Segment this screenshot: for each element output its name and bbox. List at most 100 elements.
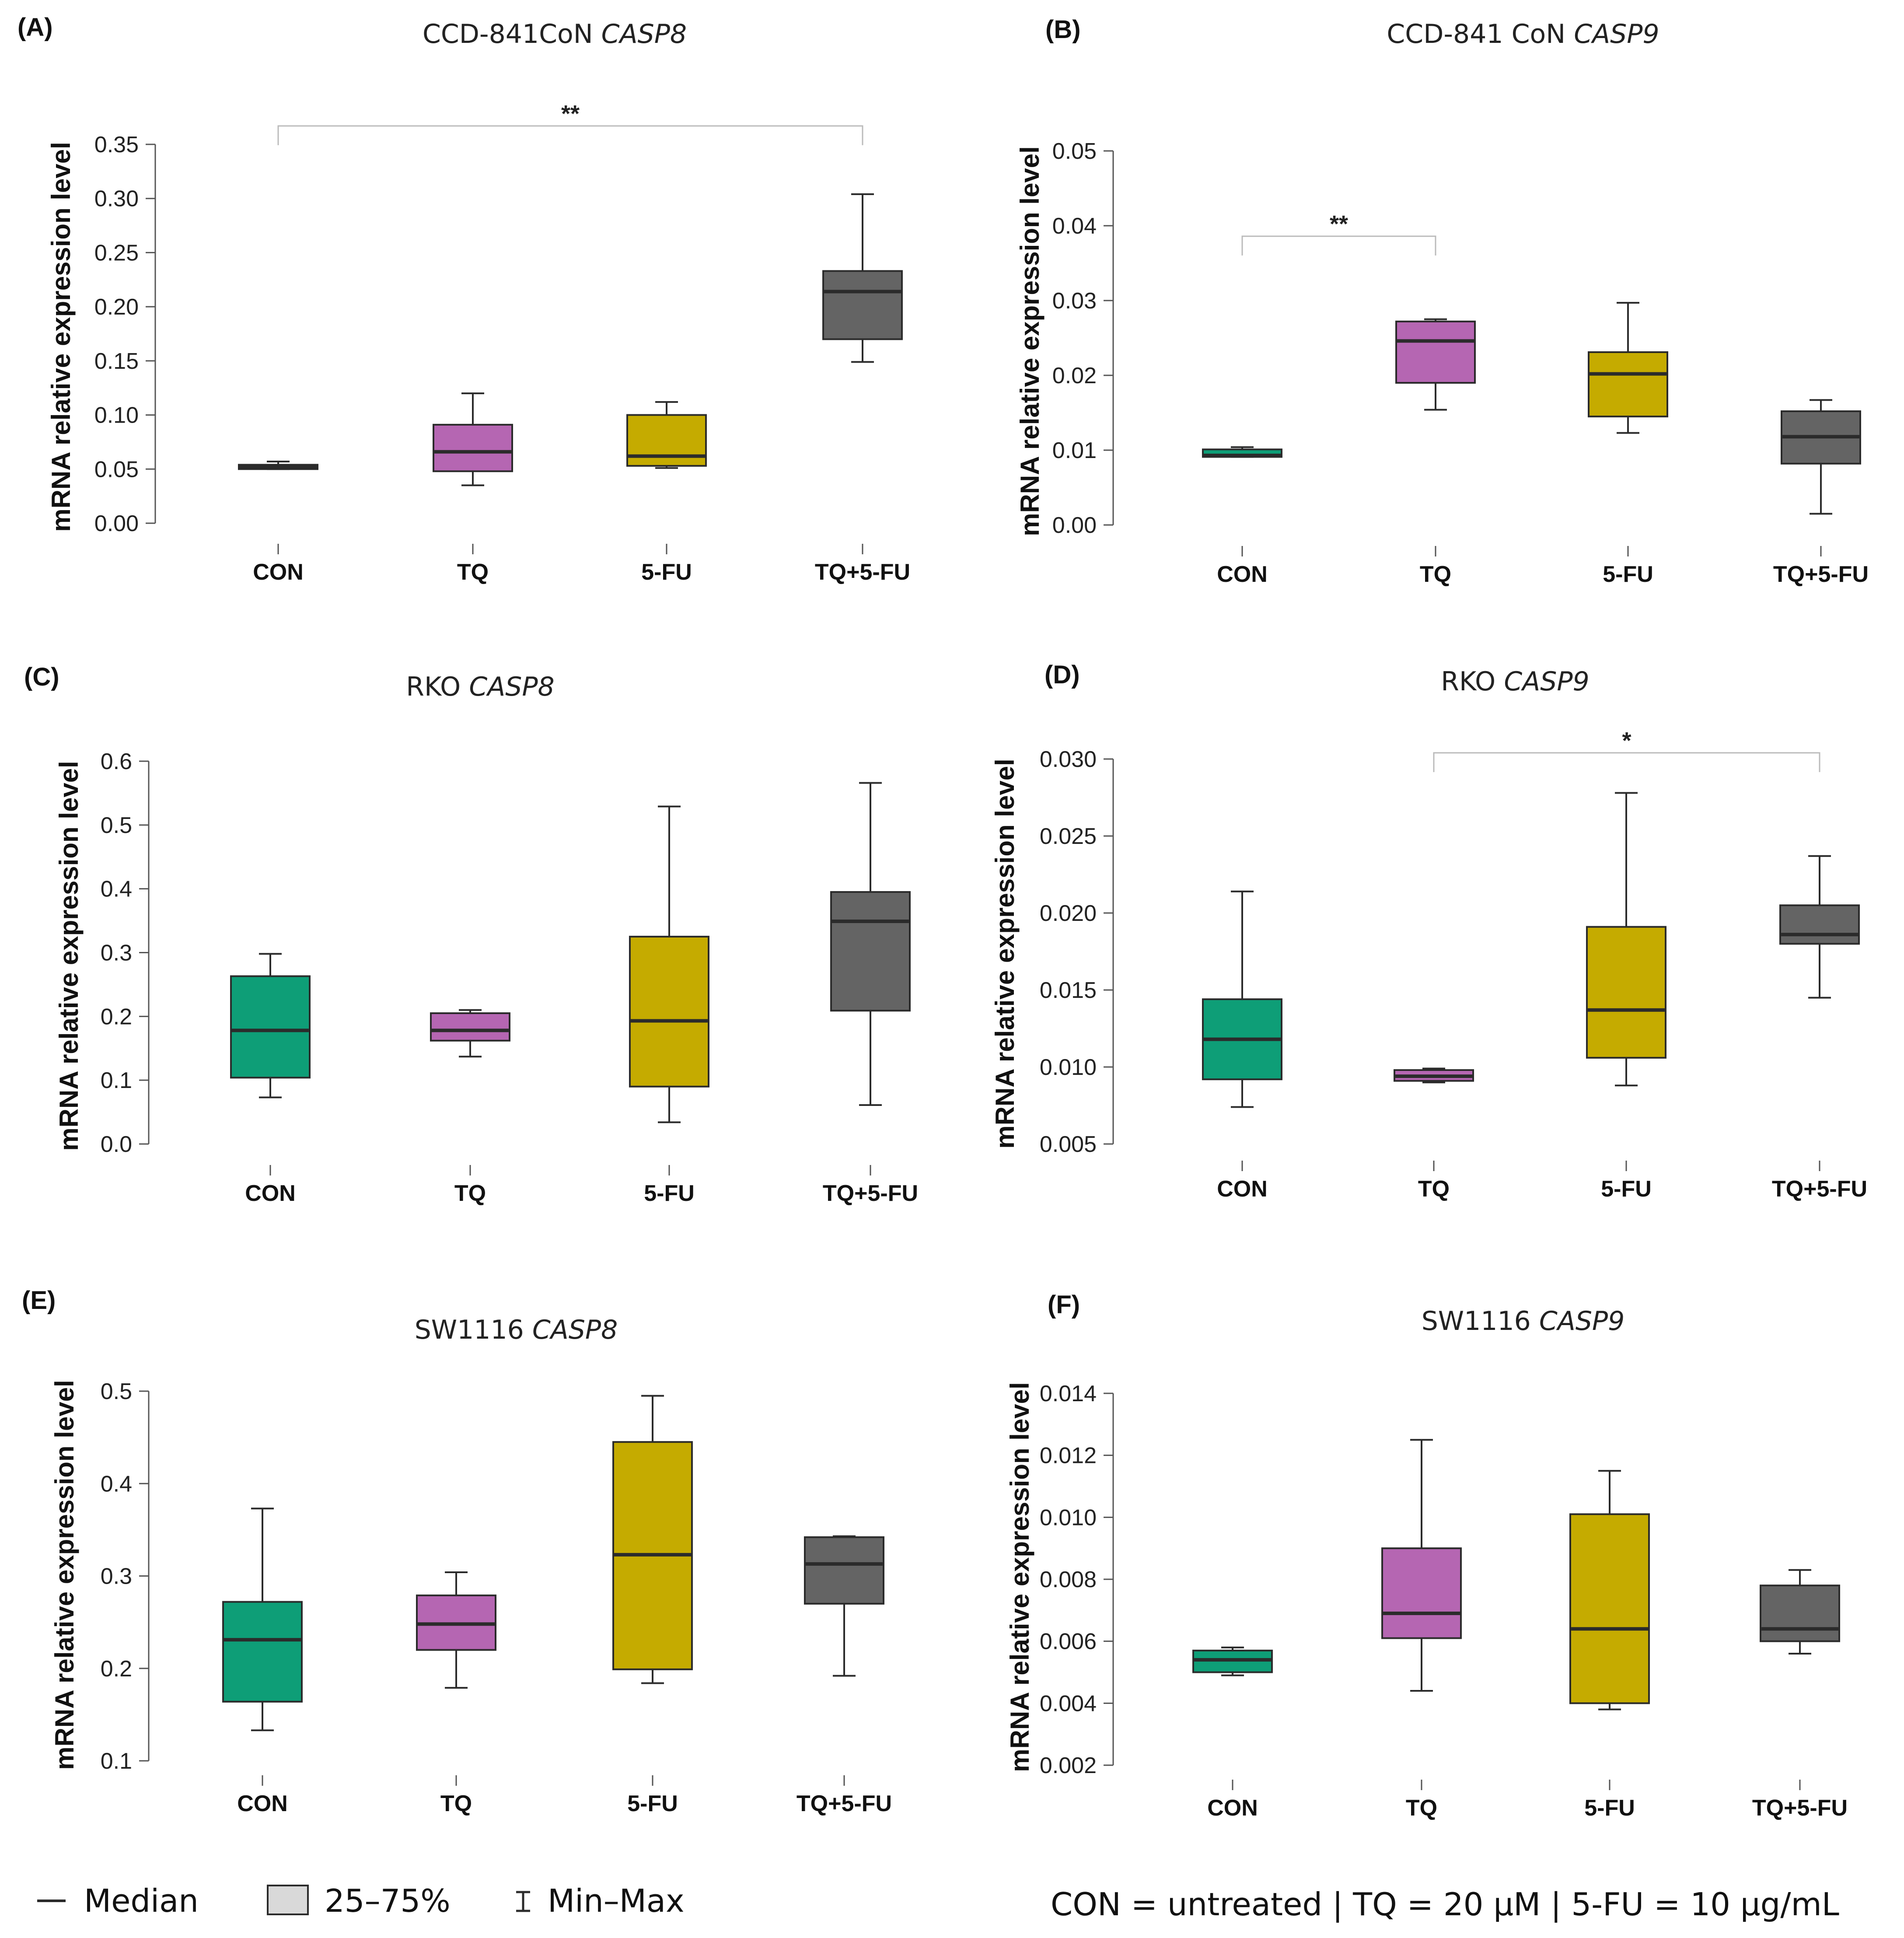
x-category-label: CON — [1217, 1176, 1268, 1202]
panel-label: (F) — [1048, 1291, 1080, 1319]
panels: (A) CCD-841CoN CASP8 0.00 0.05 0.10 0.15 0.20 0… — [17, 13, 1869, 1821]
y-tick-label: 0.03 — [1052, 288, 1097, 314]
y-tick-label: 0.15 — [94, 349, 139, 374]
box-tq-plus-5-fu — [830, 782, 911, 1106]
legend-whisker-symbol — [516, 1891, 530, 1912]
x-category-label: CON — [1207, 1795, 1258, 1821]
box-tq-plus-5-fu — [1760, 1569, 1840, 1655]
y-tick-label: 0.5 — [101, 1379, 132, 1404]
box-5-fu — [1588, 302, 1668, 434]
x-category-label: 5-FU — [1603, 562, 1653, 587]
y-tick-label: 0.012 — [1040, 1443, 1097, 1469]
bracket-line — [1241, 235, 1436, 255]
box-con — [1202, 890, 1282, 1108]
box-tq-plus-5-fu — [1779, 855, 1860, 999]
panel-a: (A) CCD-841CoN CASP8 0.00 0.05 0.10 0.15 0.20 0… — [17, 13, 910, 585]
box-iqr — [1586, 926, 1666, 1059]
y-tick-label: 0.20 — [94, 294, 139, 320]
box-con — [1202, 446, 1282, 458]
box-tq — [430, 1009, 510, 1058]
panel-d: (D) RKO CASP9 0.005 0.010 0.015 0.020 0.025 0.0… — [990, 661, 1867, 1202]
legend: Median 25–75% Min–Max — [37, 1882, 685, 1919]
box-con — [230, 953, 311, 1098]
panel-c: (C) RKO CASP8 0.0 0.1 0.2 0.3 0.4 0.5 0.6 mRNA re… — [24, 663, 918, 1206]
y-tick-label: 0.4 — [101, 877, 132, 902]
chart-title: SW1116 CASP8 — [415, 1315, 618, 1345]
box-5-fu — [626, 401, 707, 469]
box-5-fu — [1569, 1470, 1650, 1711]
y-tick-label: 0.010 — [1040, 1505, 1097, 1530]
y-axis-label: mRNA relative expression level — [1015, 146, 1045, 536]
panel-label: (E) — [22, 1286, 56, 1315]
footer-note: CON = untreated | TQ = 20 μM | 5-FU = 10… — [1051, 1886, 1839, 1923]
box-tq — [1395, 318, 1476, 411]
y-tick-label: 0.1 — [101, 1068, 132, 1093]
box-iqr — [1779, 904, 1860, 945]
y-tick-label: 0.4 — [101, 1471, 132, 1497]
y-tick-label: 0.35 — [94, 132, 139, 157]
x-category-label: 5-FU — [1601, 1176, 1652, 1202]
x-category-label: TQ+5-FU — [823, 1181, 918, 1206]
y-tick-label: 0.014 — [1040, 1381, 1097, 1406]
box-con — [1192, 1646, 1273, 1676]
y-tick-label: 0.005 — [1040, 1132, 1097, 1157]
x-category-label: 5-FU — [1584, 1795, 1635, 1821]
chart-title-prefix: SW1116 — [1422, 1306, 1539, 1336]
y-tick-label: 0.3 — [101, 1564, 132, 1589]
box-tq-plus-5-fu — [804, 1535, 884, 1677]
x-category-label: TQ — [454, 1181, 486, 1206]
panel-f: (F) SW1116 CASP9 0.002 0.004 0.006 0.008 0.010… — [1005, 1291, 1848, 1821]
chart-title-prefix: SW1116 — [415, 1315, 532, 1345]
y-tick-label: 0.1 — [101, 1749, 132, 1774]
box-iqr — [629, 936, 709, 1088]
y-tick-label: 0.010 — [1040, 1055, 1097, 1080]
chart-title-prefix: RKO — [1441, 666, 1504, 697]
box-iqr — [1381, 1547, 1462, 1639]
x-category-label: CON — [245, 1181, 296, 1206]
box-iqr — [1760, 1585, 1840, 1642]
chart-title-gene: CASP8 — [601, 19, 687, 49]
significance-label: * — [1622, 728, 1631, 754]
y-axis-label: mRNA relative expression level — [50, 1380, 79, 1770]
chart-title-gene: CASP9 — [1504, 666, 1589, 697]
significance-bracket: * — [1433, 728, 1820, 772]
panel-b: (B) CCD-841 CoN CASP9 0.00 0.01 0.02 0.03 0.04… — [1015, 15, 1869, 587]
chart-title-prefix: CCD-841 CoN — [1387, 19, 1574, 49]
x-category-label: TQ — [457, 560, 489, 585]
chart-title-prefix: RKO — [406, 672, 469, 702]
chart-title-gene: CASP8 — [469, 672, 554, 702]
y-tick-label: 0.3 — [101, 941, 132, 966]
box-tq-plus-5-fu — [822, 193, 903, 363]
y-axis-label: mRNA relative expression level — [54, 761, 84, 1151]
panel-label: (B) — [1045, 15, 1081, 44]
box-tq — [433, 392, 513, 486]
legend-whisker-label: Min–Max — [548, 1882, 685, 1919]
chart-title-gene: CASP9 — [1574, 19, 1659, 49]
chart-title-gene: CASP8 — [532, 1315, 618, 1345]
x-category-label: TQ — [1420, 562, 1451, 587]
y-tick-label: 0.00 — [1052, 513, 1097, 538]
box-5-fu — [1586, 792, 1666, 1087]
box-tq — [1394, 1067, 1474, 1084]
y-tick-label: 0.01 — [1052, 438, 1097, 463]
chart-title: RKO CASP9 — [1441, 666, 1589, 697]
y-axis-label: mRNA relative expression level — [1005, 1382, 1034, 1772]
x-category-label: TQ+5-FU — [1772, 1176, 1867, 1202]
box-iqr — [430, 1012, 510, 1042]
y-tick-label: 0.30 — [94, 186, 139, 212]
chart-title: RKO CASP8 — [406, 672, 554, 702]
box-tq — [416, 1571, 496, 1689]
significance-bracket: ** — [1241, 211, 1436, 255]
box-con — [238, 460, 318, 470]
significance-label: ** — [561, 101, 580, 127]
x-category-label: CON — [1217, 562, 1268, 587]
x-category-label: CON — [253, 560, 304, 585]
y-axis-label: mRNA relative expression level — [990, 759, 1020, 1149]
x-category-label: TQ — [1406, 1795, 1437, 1821]
y-tick-label: 0.2 — [101, 1656, 132, 1682]
x-category-label: 5-FU — [627, 1791, 678, 1816]
x-category-label: 5-FU — [641, 560, 692, 585]
bracket-line — [1433, 752, 1820, 772]
y-tick-label: 0.10 — [94, 403, 139, 428]
